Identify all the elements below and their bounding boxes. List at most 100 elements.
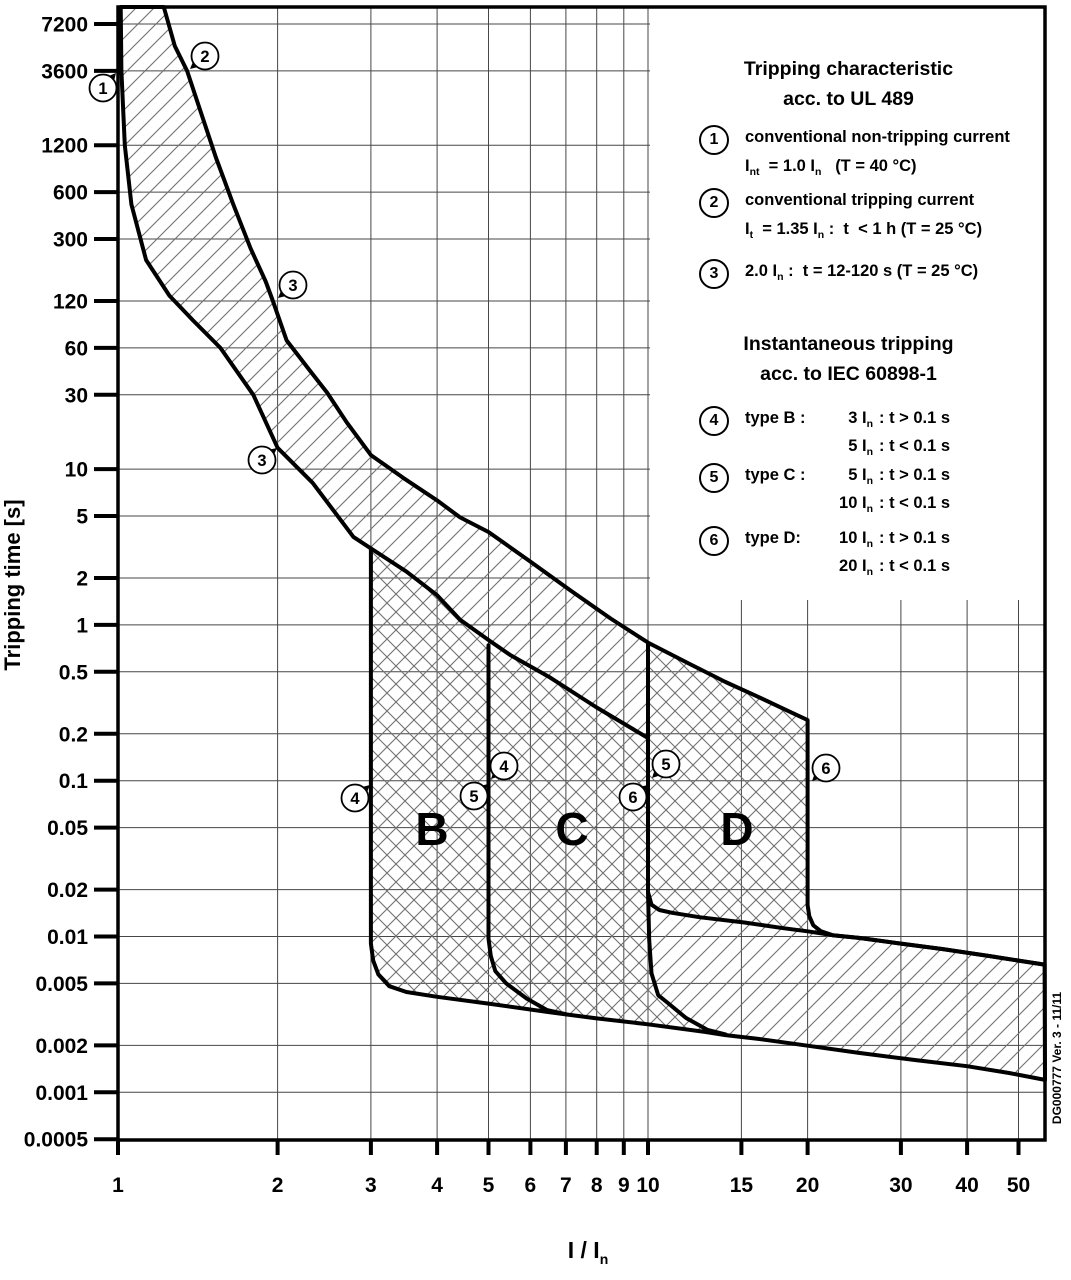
axis-ticks bbox=[94, 22, 1021, 1155]
svg-text:1200: 1200 bbox=[41, 135, 88, 158]
limit-line-10in bbox=[646, 642, 1047, 967]
svg-text:300: 300 bbox=[53, 229, 88, 252]
marker-circle-3-icon bbox=[247, 445, 277, 475]
type-d-value1: 10 In bbox=[839, 529, 873, 550]
svg-text:5: 5 bbox=[76, 506, 88, 529]
marker-circle-4-icon bbox=[489, 751, 519, 781]
marker-circle-1-icon bbox=[88, 73, 118, 103]
svg-text:2: 2 bbox=[76, 568, 88, 591]
legend-item-4-line1: type B : 3 In : t > 0.1 s bbox=[745, 409, 951, 430]
marker-circle-6-icon bbox=[811, 753, 841, 783]
svg-text:10: 10 bbox=[65, 459, 88, 482]
legend-panel: Tripping characteristic acc. to UL 489 1… bbox=[652, 52, 1045, 592]
legend-mask bbox=[650, 8, 1045, 600]
tick-labels: 7200360012006003001206030105210.50.20.10… bbox=[24, 14, 1030, 1198]
legend-item-1-line2: Int = 1.0 In (T = 40 °C) bbox=[745, 157, 917, 178]
x-axis-title: I / In bbox=[568, 1237, 609, 1267]
legend-title-ul489-line2: acc. to UL 489 bbox=[783, 88, 914, 110]
svg-text:5: 5 bbox=[483, 1174, 495, 1197]
region-b-hatch bbox=[370, 548, 566, 1015]
legend-item-5-line1: type C : 5 In : t > 0.1 s bbox=[745, 466, 951, 487]
svg-text:0.02: 0.02 bbox=[47, 879, 88, 902]
svg-text:3: 3 bbox=[257, 452, 266, 470]
svg-text:1: 1 bbox=[98, 80, 107, 98]
type-c-cond1: : t > 0.1 s bbox=[879, 466, 951, 484]
svg-text:600: 600 bbox=[53, 182, 88, 205]
plot-frame bbox=[116, 5, 1047, 1142]
marker-circle-6-icon bbox=[618, 782, 648, 812]
svg-text:120: 120 bbox=[53, 291, 88, 314]
svg-text:15: 15 bbox=[730, 1174, 754, 1197]
marker-circle-3-icon bbox=[278, 270, 308, 300]
svg-text:1: 1 bbox=[76, 614, 88, 637]
legend-title-iec-line1: Instantaneous tripping bbox=[743, 333, 954, 355]
marker-circle-2-icon bbox=[190, 41, 220, 71]
hatched-regions bbox=[120, 7, 1045, 1080]
svg-text:2: 2 bbox=[272, 1174, 284, 1197]
legend-number-4-icon: 4 bbox=[699, 406, 729, 436]
svg-text:4: 4 bbox=[431, 1174, 443, 1197]
type-b-label: type B : bbox=[745, 409, 806, 427]
svg-text:6: 6 bbox=[525, 1174, 537, 1197]
legend-item-2-line1: conventional tripping current bbox=[745, 191, 975, 209]
region-label-c: C bbox=[555, 803, 588, 855]
legend-number-5-icon: 5 bbox=[699, 463, 729, 493]
marker-circle-5-icon bbox=[651, 749, 681, 779]
svg-text:0.001: 0.001 bbox=[35, 1082, 88, 1105]
svg-text:50: 50 bbox=[1007, 1174, 1030, 1197]
type-d-cond2: : t < 0.1 s bbox=[879, 557, 951, 575]
svg-text:0.05: 0.05 bbox=[47, 817, 88, 840]
type-b-cond1: : t > 0.1 s bbox=[879, 409, 951, 427]
limit-line-10in-lower bbox=[646, 890, 728, 1037]
legend-title-ul489-line1: Tripping characteristic bbox=[743, 58, 954, 80]
region-label-d: D bbox=[720, 803, 753, 855]
legend-item-3-line1: 2.0 In : t = 12-120 s (T = 25 °C) bbox=[745, 262, 979, 283]
svg-text:9: 9 bbox=[618, 1174, 630, 1197]
svg-text:4: 4 bbox=[499, 758, 509, 776]
legend-item-1-line1: conventional non-tripping current bbox=[745, 128, 1010, 146]
type-c-cond2: : t < 0.1 s bbox=[879, 494, 951, 512]
legend-number-6-icon: 6 bbox=[699, 526, 729, 556]
svg-text:7: 7 bbox=[560, 1174, 572, 1197]
limit-line-5in bbox=[486, 643, 568, 1017]
svg-text:60: 60 bbox=[65, 337, 88, 360]
legend-number-1-icon: 1 bbox=[699, 125, 729, 155]
svg-text:2: 2 bbox=[200, 48, 209, 66]
svg-text:30: 30 bbox=[65, 384, 88, 407]
legend-item-6-line1: type D: 10 In: t > 0.1 s bbox=[745, 529, 950, 550]
svg-text:0.01: 0.01 bbox=[47, 926, 88, 949]
characteristic-curves bbox=[118, 5, 1047, 1082]
svg-text:1: 1 bbox=[112, 1174, 124, 1197]
region-c-hatch bbox=[488, 640, 726, 1035]
region-d-hatch bbox=[648, 642, 833, 936]
document-reference: DG000777 Ver. 3 - 11/11 bbox=[1050, 992, 1064, 1124]
marker-circle-4-icon bbox=[340, 783, 370, 813]
legend-number-3-icon: 3 bbox=[699, 259, 729, 289]
svg-text:8: 8 bbox=[591, 1174, 603, 1197]
svg-text:7200: 7200 bbox=[41, 14, 88, 37]
svg-text:10: 10 bbox=[636, 1174, 659, 1197]
legend-item-5-line2: 10 In: t < 0.1 s bbox=[821, 494, 951, 514]
svg-text:5: 5 bbox=[661, 756, 670, 774]
svg-text:0.0005: 0.0005 bbox=[24, 1129, 89, 1152]
type-d-value2: 20 In bbox=[839, 557, 873, 578]
svg-text:6: 6 bbox=[628, 789, 637, 807]
region-label-b: B bbox=[415, 803, 448, 855]
svg-text:3: 3 bbox=[365, 1174, 377, 1197]
legend-item-6-line2: 20 In : t < 0.1 s bbox=[821, 557, 951, 578]
svg-text:20: 20 bbox=[796, 1174, 819, 1197]
type-b-value1: 3 In bbox=[848, 409, 873, 430]
svg-text:0.5: 0.5 bbox=[59, 661, 89, 684]
type-c-label: type C : bbox=[745, 466, 806, 484]
y-axis-title: Tripping time [s] bbox=[0, 499, 25, 670]
svg-text:0.005: 0.005 bbox=[35, 973, 88, 996]
svg-text:30: 30 bbox=[889, 1174, 912, 1197]
legend-number-2-icon: 2 bbox=[699, 188, 729, 218]
svg-text:0.1: 0.1 bbox=[59, 770, 89, 793]
type-c-value1: 5 In bbox=[848, 466, 873, 487]
svg-text:0.002: 0.002 bbox=[35, 1035, 88, 1058]
type-b-value2: 5 In bbox=[848, 437, 873, 458]
svg-text:6: 6 bbox=[821, 760, 830, 778]
